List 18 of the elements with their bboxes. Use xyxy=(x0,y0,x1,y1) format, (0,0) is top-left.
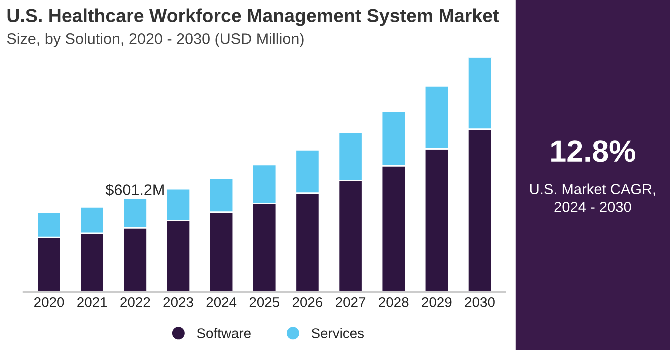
x-tick-label: 2021 xyxy=(78,297,108,308)
legend-label: Services xyxy=(312,328,364,338)
x-tick-label: 2030 xyxy=(465,297,495,308)
legend-label: Software xyxy=(197,328,251,338)
x-tick-label: 2027 xyxy=(336,297,366,308)
x-tick-label: 2028 xyxy=(379,297,409,308)
x-tick-label: 2023 xyxy=(164,297,194,308)
annotation: $601.2M xyxy=(106,184,164,196)
chart-subtitle: Size, by Solution, 2020 - 2030 (USD Million) xyxy=(7,33,304,48)
x-tick-label: 2024 xyxy=(206,297,237,308)
x-tick-label: 2025 xyxy=(250,297,280,308)
x-tick-label: 2022 xyxy=(120,297,150,308)
x-tick-label: 2029 xyxy=(422,297,452,308)
text: 12.8% xyxy=(552,140,636,162)
chart-title: U.S. Healthcare Workforce Management System Market xyxy=(8,8,500,26)
text: U.S. Market CAGR, 2024 - 2030 xyxy=(530,184,656,212)
x-tick-label: 2020 xyxy=(34,297,64,308)
x-tick-label: 2026 xyxy=(292,297,323,308)
